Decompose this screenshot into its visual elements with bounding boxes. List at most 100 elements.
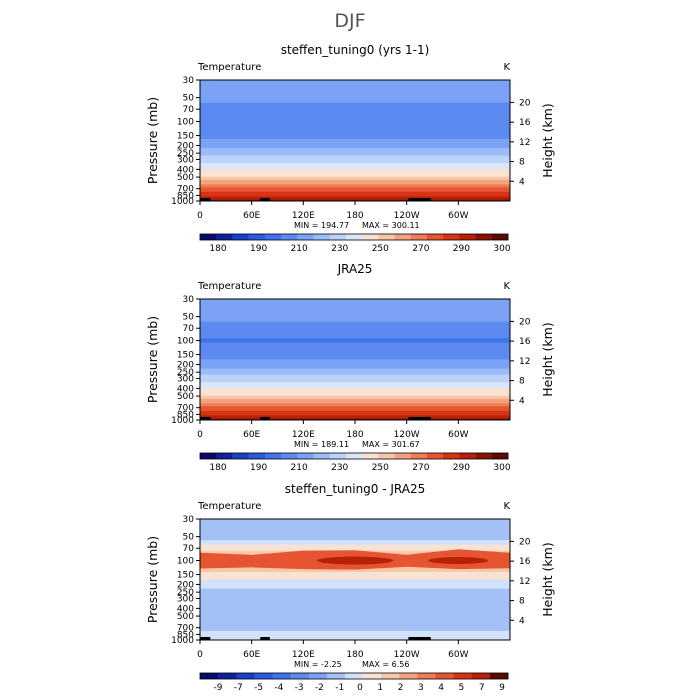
height-tick-label: 4 [519, 616, 525, 626]
colorbar-label: -1 [335, 683, 344, 693]
contour-band [200, 197, 510, 200]
colorbar-swatch [378, 234, 395, 240]
colorbar-label: 9 [499, 683, 505, 693]
contour-band [200, 380, 510, 383]
contour-band [200, 377, 510, 380]
height-tick-label: 12 [519, 138, 530, 148]
y-tick-label: 250 [177, 588, 194, 598]
contour-band [200, 391, 510, 394]
colorbar-swatch [475, 234, 493, 240]
y-tick-label: 850 [177, 630, 194, 640]
colorbar-label: 180 [209, 244, 226, 254]
contour-band [200, 160, 510, 163]
contour-band [200, 602, 510, 605]
units-label: K [503, 62, 510, 73]
y-tick-label: 250 [177, 368, 194, 378]
panel-title: steffen_tuning0 - JRA25 [285, 482, 426, 496]
colorbar-swatch [232, 234, 249, 240]
contour-band [200, 534, 510, 537]
height-tick-label: 16 [519, 557, 531, 567]
contour-band [200, 407, 510, 410]
colorbar-label: 230 [331, 244, 348, 254]
contour-band [200, 312, 510, 315]
y-tick-label: 1000 [171, 636, 194, 646]
contour-band [200, 306, 510, 309]
colorbar-swatch [232, 453, 249, 459]
contour-band [200, 526, 510, 529]
height-tick-label: 16 [519, 337, 531, 347]
x-tick-label: 180 [346, 650, 363, 660]
height-tick-label: 8 [519, 377, 525, 387]
contour-band [200, 191, 510, 194]
contour-band [200, 199, 510, 202]
y-tick-label: 150 [177, 132, 194, 142]
y-tick-label: 200 [177, 141, 194, 151]
contour-band [200, 535, 510, 538]
contour-band [200, 374, 510, 377]
colorbar-swatch [200, 453, 217, 459]
contour-band [200, 600, 510, 603]
y-tick-label: 150 [177, 351, 194, 361]
contour-band [200, 149, 510, 152]
contour-band [200, 330, 510, 333]
colorbar-swatch [329, 453, 347, 459]
height-tick-label: 20 [519, 317, 531, 327]
contour-band [200, 345, 510, 348]
contour-band [200, 611, 510, 614]
contour-band [200, 597, 510, 600]
contour-band [200, 398, 510, 401]
colorbar-frame [199, 672, 509, 680]
colorbar-swatch [313, 453, 330, 459]
y-tick-label: 70 [183, 324, 195, 334]
colorbar-swatch [435, 673, 454, 679]
contour-band [200, 333, 510, 336]
contour-band [200, 353, 510, 356]
contour-band [200, 107, 510, 110]
y-axis-title: Pressure (mb) [145, 316, 160, 403]
contour-band [200, 341, 510, 344]
min-label: MIN = -2.25 [294, 660, 342, 669]
colorbar-swatch [362, 234, 379, 240]
contour-band [200, 400, 510, 403]
contour-band [200, 389, 510, 392]
y-tick-label: 30 [183, 76, 195, 86]
contour-band [200, 158, 510, 161]
contour-band [200, 315, 510, 318]
y-tick-label: 400 [177, 165, 194, 175]
contour-band [200, 633, 510, 636]
contour-band [200, 300, 510, 303]
contour-band [200, 83, 510, 86]
contour-band [200, 383, 510, 386]
contour-band [200, 175, 510, 178]
topography [260, 198, 270, 201]
contour-band [200, 81, 510, 84]
contour-band [200, 596, 510, 599]
colorbar-swatch [399, 673, 418, 679]
contour-band [200, 370, 510, 373]
contour-band [200, 365, 510, 368]
contour-band [200, 344, 510, 347]
y-tick-label: 50 [183, 533, 195, 543]
contour-band [200, 594, 510, 597]
contour-band [200, 347, 510, 350]
x-tick-label: 120W [394, 430, 420, 440]
colorbar-swatch [313, 234, 330, 240]
contour-band [200, 299, 510, 302]
contour-band [200, 311, 510, 314]
y-axis-title: Pressure (mb) [145, 97, 160, 184]
colorbar-swatch [443, 453, 460, 459]
height-tick-label: 4 [519, 177, 525, 187]
contour-band [200, 146, 510, 149]
contour-band [200, 314, 510, 317]
contour-band [200, 618, 510, 621]
contour-band [200, 362, 510, 365]
colorbar-swatch [381, 673, 400, 679]
y-tick-label: 850 [177, 191, 194, 201]
y-tick-label: 100 [177, 337, 194, 347]
contour-band [200, 131, 510, 134]
contour-band [200, 413, 510, 416]
colorbar-swatch [200, 673, 219, 679]
colorbar-label: 210 [291, 244, 308, 254]
colorbar-label: -9 [214, 683, 223, 693]
